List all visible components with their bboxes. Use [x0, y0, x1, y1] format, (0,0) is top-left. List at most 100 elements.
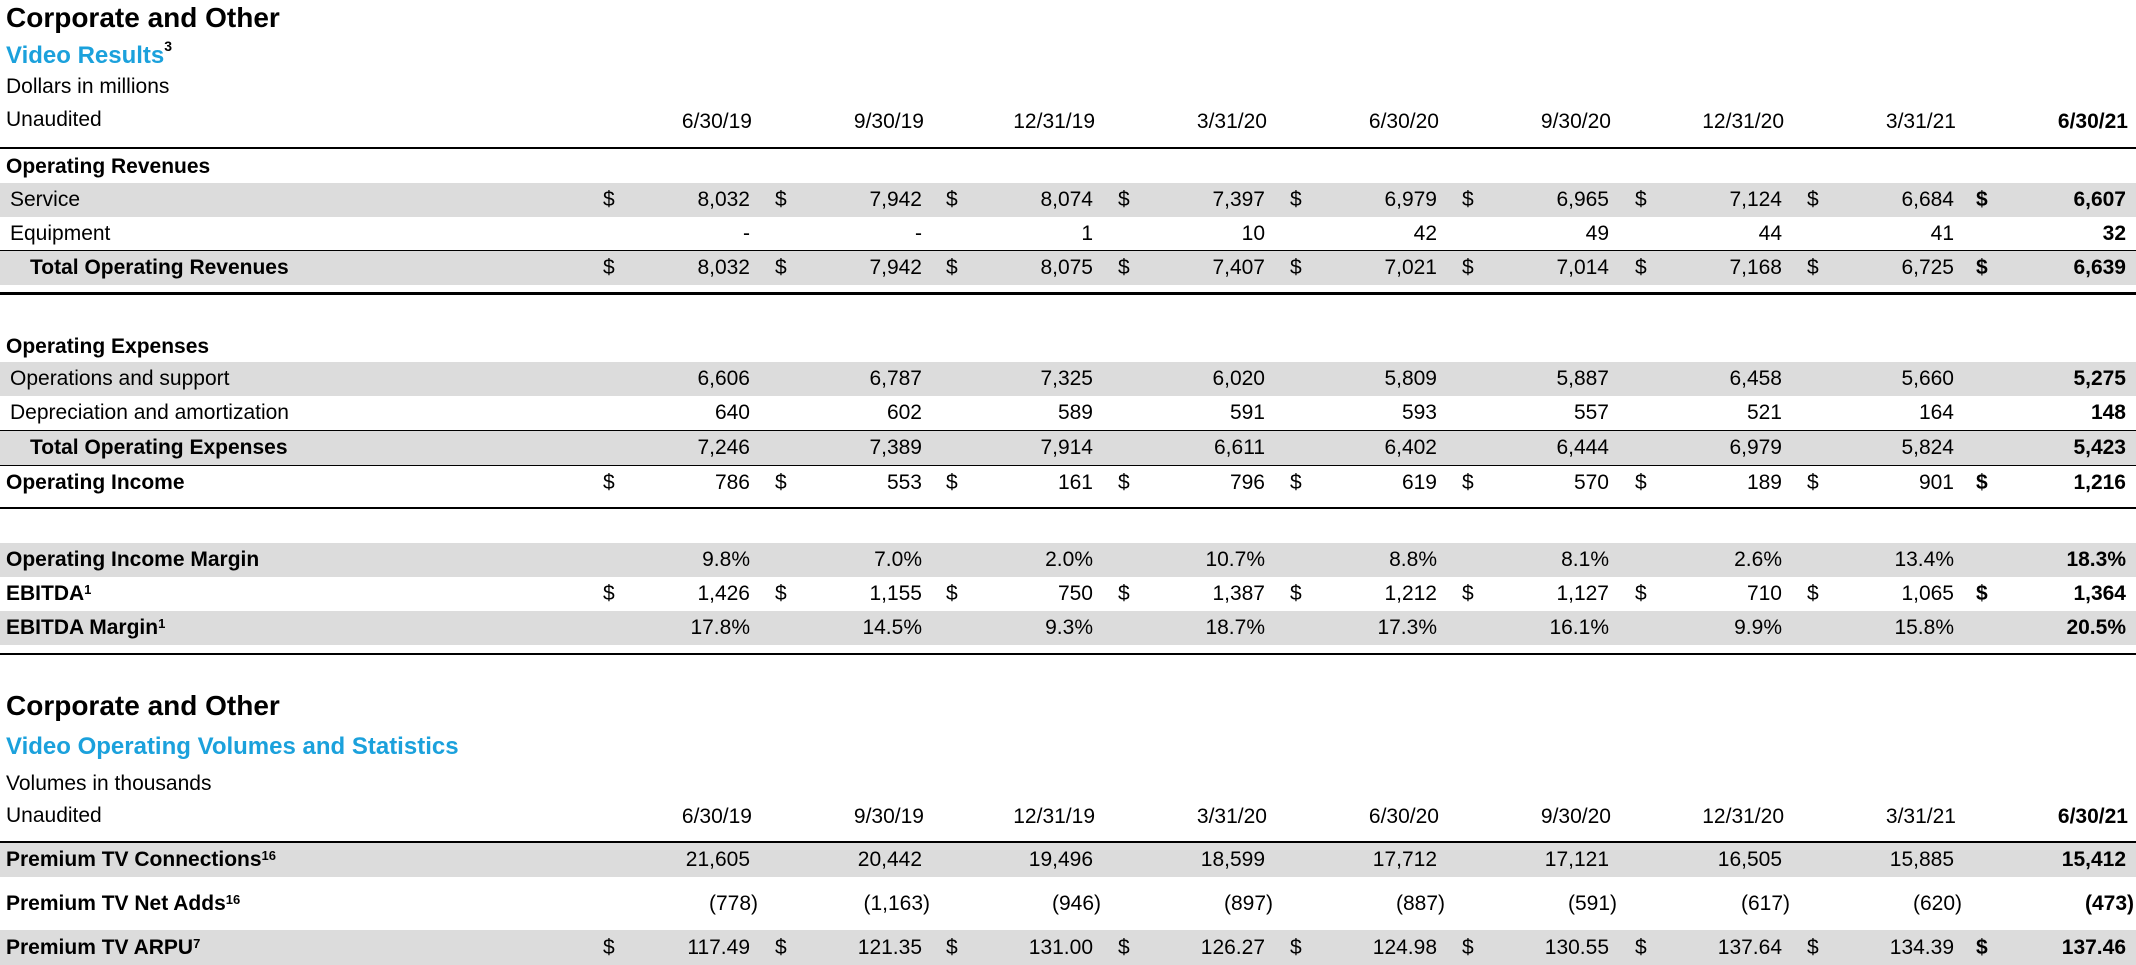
currency-symbol: $	[1462, 256, 1474, 279]
divider	[0, 653, 2136, 655]
value-cell: 5,887	[1556, 367, 1609, 390]
value-cell: 570	[1573, 471, 1609, 494]
value-cell: 10	[1241, 222, 1265, 245]
currency-symbol: $	[775, 256, 787, 279]
value-cell: 18.3%	[2066, 548, 2126, 571]
period-header: 6/30/20	[1368, 110, 1439, 133]
value-cell: 6,020	[1212, 367, 1265, 390]
period-header: 3/31/21	[1885, 110, 1956, 133]
row-label: Operating Income Margin	[6, 548, 260, 571]
row-label: Operating Income	[6, 471, 185, 494]
section-subtitle: Video Results3	[6, 38, 172, 70]
value-cell: 589	[1057, 401, 1093, 424]
value-cell: 8.8%	[1389, 548, 1437, 571]
value-cell: 710	[1746, 582, 1782, 605]
value-cell: 557	[1573, 401, 1609, 424]
value-cell: 14.5%	[862, 616, 922, 639]
currency-symbol: $	[603, 188, 615, 211]
value-cell: 602	[886, 401, 922, 424]
period-header: 12/31/19	[1013, 110, 1095, 133]
value-cell: 8,075	[1040, 256, 1093, 279]
value-cell: 591	[1229, 401, 1265, 424]
operations-support-row: Operations and support 6,606 6,787 7,325 6,0…	[0, 362, 2136, 396]
value-cell: 6,725	[1901, 256, 1954, 279]
currency-symbol: $	[1635, 936, 1647, 959]
value-cell: 6,606	[697, 367, 750, 390]
subtitle-text: Video Results	[6, 42, 165, 69]
value-cell: (778)	[708, 892, 758, 915]
value-cell: 6,458	[1729, 367, 1782, 390]
value-cell: 1,127	[1556, 582, 1609, 605]
value-cell: (946)	[1051, 892, 1101, 915]
value-cell: 796	[1229, 471, 1265, 494]
value-cell: 6,787	[869, 367, 922, 390]
period-header: 9/30/19	[853, 110, 924, 133]
currency-symbol: $	[1290, 256, 1302, 279]
currency-symbol: $	[946, 582, 958, 605]
value-cell: -	[915, 222, 922, 245]
ebitda-row: EBITDA1 $1,426 $1,155 $750 $1,387 $1,212 $1,12…	[0, 577, 2136, 611]
currency-symbol: $	[775, 936, 787, 959]
value-cell: 5,275	[2073, 367, 2126, 390]
currency-symbol: $	[1290, 471, 1302, 494]
value-cell: -	[743, 222, 750, 245]
value-cell: 124.98	[1372, 936, 1437, 959]
footnote-marker: 1	[158, 616, 166, 631]
footnote-marker: 1	[84, 582, 92, 597]
value-cell: 18,599	[1200, 848, 1265, 871]
section-subtitle-2: Video Operating Volumes and Statistics	[6, 733, 459, 760]
total-revenues-row: Total Operating Revenues $8,032 $7,942 $8,0…	[0, 251, 2136, 285]
value-cell: 1,364	[2073, 582, 2126, 605]
currency-symbol: $	[775, 188, 787, 211]
period-header: 3/31/21	[1885, 805, 1956, 828]
value-cell: 619	[1401, 471, 1437, 494]
units-note: Dollars in millions	[6, 75, 170, 98]
period-header: 9/30/20	[1540, 805, 1611, 828]
value-cell: 7.0%	[874, 548, 922, 571]
value-cell: 593	[1401, 401, 1437, 424]
connections-row: Premium TV Connections16 21,605 20,442 19,4…	[0, 843, 2136, 877]
currency-symbol: $	[1118, 471, 1130, 494]
period-header: 9/30/19	[853, 805, 924, 828]
value-cell: (617)	[1740, 892, 1790, 915]
value-cell: 1,216	[2073, 471, 2126, 494]
currency-symbol: $	[1807, 936, 1819, 959]
value-cell: 640	[714, 401, 750, 424]
value-cell: 5,809	[1384, 367, 1437, 390]
currency-symbol: $	[1635, 256, 1647, 279]
value-cell: 7,168	[1729, 256, 1782, 279]
currency-symbol: $	[1290, 582, 1302, 605]
row-label: Operating Revenues	[6, 155, 211, 178]
operating-income-row: Operating Income $786 $553 $161 $796 $619 $570…	[0, 466, 2136, 500]
value-cell: 1,426	[697, 582, 750, 605]
currency-symbol: $	[1976, 188, 1988, 211]
value-cell: 6,979	[1729, 436, 1782, 459]
currency-symbol: $	[946, 471, 958, 494]
footnote-marker: 16	[225, 892, 241, 907]
footnote-marker: 3	[164, 38, 173, 54]
value-cell: 15,885	[1889, 848, 1954, 871]
value-cell: 1,212	[1384, 582, 1437, 605]
units-note-2: Volumes in thousands	[6, 772, 212, 795]
currency-symbol: $	[1807, 188, 1819, 211]
divider	[0, 250, 2136, 251]
value-cell: (887)	[1395, 892, 1445, 915]
row-label: Total Operating Expenses	[30, 436, 288, 459]
value-cell: 7,021	[1384, 256, 1437, 279]
value-cell: 9.9%	[1734, 616, 1782, 639]
currency-symbol: $	[1118, 936, 1130, 959]
currency-symbol: $	[1807, 471, 1819, 494]
value-cell: 6,402	[1384, 436, 1437, 459]
arpu-row: Premium TV ARPU7 $117.49 $121.35 $131.00 $12…	[0, 930, 2136, 965]
period-header: 3/31/20	[1196, 110, 1267, 133]
divider	[0, 507, 2136, 509]
value-cell: 17,712	[1372, 848, 1437, 871]
value-cell: 1,065	[1901, 582, 1954, 605]
value-cell: 7,389	[869, 436, 922, 459]
period-header: 9/30/20	[1540, 110, 1611, 133]
value-cell: 6,684	[1901, 188, 1954, 211]
value-cell: 6,611	[1214, 436, 1265, 459]
value-cell: 161	[1057, 471, 1093, 494]
value-cell: 21,605	[685, 848, 750, 871]
divider	[0, 147, 2136, 149]
